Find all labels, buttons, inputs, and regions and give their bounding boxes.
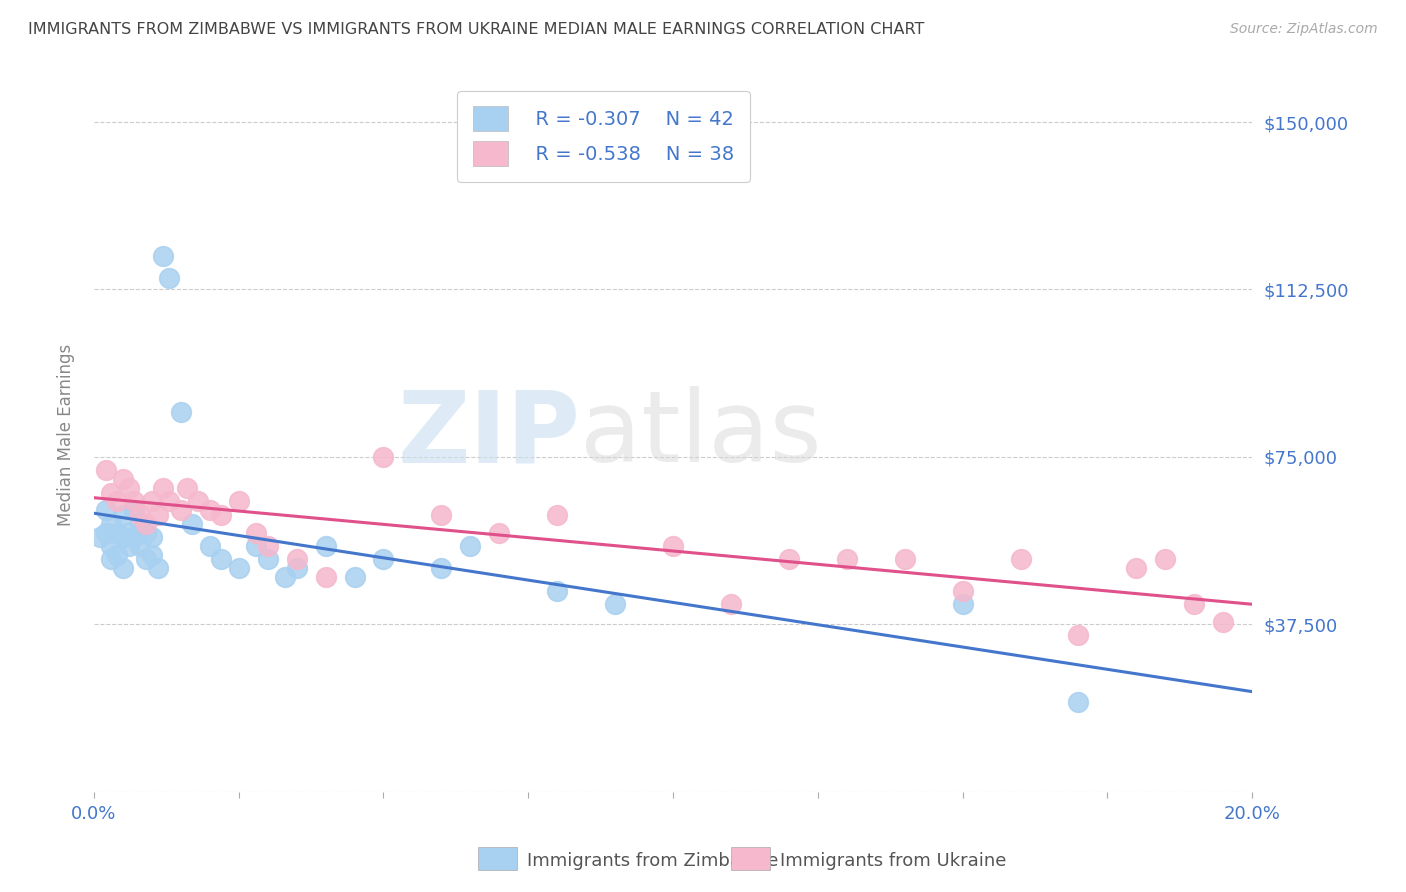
Y-axis label: Median Male Earnings: Median Male Earnings	[58, 343, 75, 525]
Point	[135, 552, 157, 566]
Point	[720, 597, 742, 611]
Point	[152, 481, 174, 495]
Point	[546, 508, 568, 522]
Point	[1154, 552, 1177, 566]
Text: IMMIGRANTS FROM ZIMBABWE VS IMMIGRANTS FROM UKRAINE MEDIAN MALE EARNINGS CORRELA: IMMIGRANTS FROM ZIMBABWE VS IMMIGRANTS F…	[28, 22, 925, 37]
Point	[228, 494, 250, 508]
Point	[157, 494, 180, 508]
Point	[285, 552, 308, 566]
Point	[1182, 597, 1205, 611]
Point	[546, 583, 568, 598]
Point	[1212, 615, 1234, 629]
Point	[952, 583, 974, 598]
Point	[256, 539, 278, 553]
Point	[118, 481, 141, 495]
Point	[778, 552, 800, 566]
Point	[105, 525, 128, 540]
Text: Immigrants from Zimbabwe: Immigrants from Zimbabwe	[527, 852, 779, 870]
Point	[209, 552, 232, 566]
Text: ZIP: ZIP	[398, 386, 581, 483]
Point	[1125, 561, 1147, 575]
Legend:   R = -0.307    N = 42,   R = -0.538    N = 38: R = -0.307 N = 42, R = -0.538 N = 38	[457, 91, 749, 182]
Point	[245, 525, 267, 540]
Point	[129, 508, 152, 522]
Point	[141, 548, 163, 562]
Point	[662, 539, 685, 553]
Point	[373, 450, 395, 464]
Point	[187, 494, 209, 508]
Point	[124, 530, 146, 544]
Point	[157, 271, 180, 285]
Point	[146, 561, 169, 575]
Point	[488, 525, 510, 540]
Point	[94, 503, 117, 517]
Point	[245, 539, 267, 553]
Point	[170, 405, 193, 419]
Point	[111, 561, 134, 575]
Point	[170, 503, 193, 517]
Point	[835, 552, 858, 566]
Point	[315, 539, 337, 553]
Text: atlas: atlas	[581, 386, 823, 483]
Point	[209, 508, 232, 522]
Point	[285, 561, 308, 575]
Point	[141, 494, 163, 508]
Point	[89, 530, 111, 544]
Point	[893, 552, 915, 566]
Point	[228, 561, 250, 575]
Point	[952, 597, 974, 611]
Point	[256, 552, 278, 566]
Point	[94, 463, 117, 477]
Text: Source: ZipAtlas.com: Source: ZipAtlas.com	[1230, 22, 1378, 37]
Point	[430, 561, 453, 575]
Point	[176, 481, 198, 495]
Point	[1067, 695, 1090, 709]
Point	[105, 494, 128, 508]
Point	[129, 516, 152, 531]
Point	[100, 539, 122, 553]
Point	[100, 516, 122, 531]
Point	[181, 516, 204, 531]
Point	[100, 552, 122, 566]
Point	[129, 539, 152, 553]
Point	[152, 249, 174, 263]
Point	[1010, 552, 1032, 566]
Text: Immigrants from Ukraine: Immigrants from Ukraine	[780, 852, 1007, 870]
Point	[111, 530, 134, 544]
Point	[198, 503, 221, 517]
Point	[118, 539, 141, 553]
Point	[605, 597, 627, 611]
Point	[315, 570, 337, 584]
Point	[105, 548, 128, 562]
Point	[135, 525, 157, 540]
Point	[198, 539, 221, 553]
Point	[124, 503, 146, 517]
Point	[373, 552, 395, 566]
Point	[460, 539, 482, 553]
Point	[146, 508, 169, 522]
Point	[111, 508, 134, 522]
Point	[124, 494, 146, 508]
Point	[135, 516, 157, 531]
Point	[343, 570, 366, 584]
Point	[141, 530, 163, 544]
Point	[118, 525, 141, 540]
Point	[111, 472, 134, 486]
Point	[100, 485, 122, 500]
Point	[1067, 628, 1090, 642]
Point	[94, 525, 117, 540]
Point	[274, 570, 297, 584]
Point	[430, 508, 453, 522]
